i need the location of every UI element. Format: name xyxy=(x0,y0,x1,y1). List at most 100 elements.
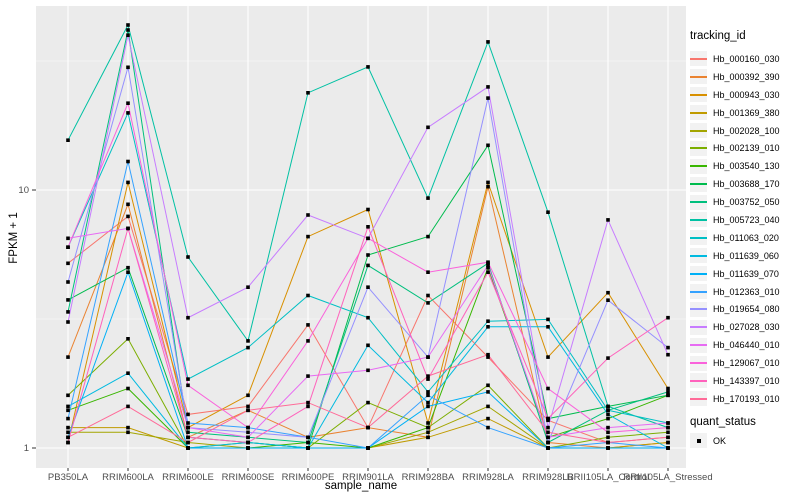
data-point xyxy=(546,425,550,430)
data-point xyxy=(186,446,190,450)
legend-item-quant-OK: OK xyxy=(690,432,800,450)
data-point xyxy=(246,425,250,430)
data-point xyxy=(246,393,250,398)
legend-label: Hb_002139_010 xyxy=(713,143,780,154)
legend-item-Hb_170193_010: Hb_170193_010 xyxy=(690,390,800,408)
data-point xyxy=(426,425,430,430)
x-tick-label: RRIM901LA xyxy=(342,472,394,483)
legend-key xyxy=(690,194,707,210)
legend-key-line xyxy=(690,165,707,168)
legend-label: Hb_011639_070 xyxy=(713,268,779,279)
data-point xyxy=(486,425,490,430)
legend-key xyxy=(690,212,707,228)
data-point xyxy=(66,320,70,324)
data-point xyxy=(486,40,490,44)
data-point xyxy=(426,125,430,130)
data-point xyxy=(666,440,670,445)
data-point xyxy=(486,184,490,189)
data-point xyxy=(126,404,130,409)
legend-key-line xyxy=(690,308,707,311)
legend-key-line xyxy=(690,218,707,221)
legend-item-Hb_002139_010: Hb_002139_010 xyxy=(690,139,800,157)
data-point xyxy=(666,421,670,425)
x-tick-label: RRIM928BA xyxy=(402,472,455,483)
data-point xyxy=(66,393,70,398)
data-point xyxy=(306,323,310,327)
legend-item-Hb_000943_030: Hb_000943_030 xyxy=(690,86,800,104)
legend-item-Hb_012363_010: Hb_012363_010 xyxy=(690,283,800,301)
legend-label: Hb_003688_170 xyxy=(713,179,780,190)
data-point xyxy=(366,65,370,69)
data-point xyxy=(186,421,190,425)
data-point xyxy=(186,255,190,259)
data-point xyxy=(306,339,310,343)
data-point xyxy=(486,143,490,148)
data-point xyxy=(546,416,550,421)
data-point xyxy=(666,390,670,394)
data-point xyxy=(366,400,370,405)
legend-item-Hb_011639_070: Hb_011639_070 xyxy=(690,265,800,283)
data-point xyxy=(486,355,490,359)
legend-key-line xyxy=(690,183,707,186)
data-point xyxy=(606,446,610,450)
data-point xyxy=(546,386,550,391)
data-point xyxy=(186,440,190,445)
data-point xyxy=(366,225,370,229)
legend-label: Hb_002028_100 xyxy=(713,125,780,136)
legend-label: Hb_011639_060 xyxy=(713,250,779,261)
data-point xyxy=(486,270,490,274)
legend-key-line xyxy=(690,272,707,275)
data-point xyxy=(66,236,70,241)
legend-key xyxy=(690,248,707,264)
data-point xyxy=(66,425,70,430)
data-point xyxy=(666,393,670,398)
data-point xyxy=(66,430,70,435)
legend-label: Hb_000160_030 xyxy=(713,53,780,64)
legend-key-line xyxy=(690,75,707,78)
legend-key xyxy=(690,123,707,138)
legend-key-line xyxy=(690,290,707,293)
legend-key xyxy=(690,319,707,335)
data-point xyxy=(66,404,70,409)
data-point xyxy=(246,345,250,350)
data-point xyxy=(306,404,310,409)
data-point xyxy=(66,245,70,249)
data-point xyxy=(126,202,130,207)
data-point xyxy=(246,430,250,435)
legend-title-tracking-id: tracking_id xyxy=(690,30,746,42)
x-tick-label: RRIM600LE xyxy=(162,472,214,483)
legend-label: Hb_170193_010 xyxy=(713,393,780,404)
data-point xyxy=(666,352,670,357)
data-point xyxy=(546,430,550,435)
legend-item-Hb_000160_030: Hb_000160_030 xyxy=(690,50,800,68)
data-point xyxy=(426,234,430,239)
data-point xyxy=(126,180,130,185)
legend: tracking_id Hb_000160_030 Hb_000392_390 Hb… xyxy=(690,30,800,450)
legend-label: Hb_046440_010 xyxy=(713,340,780,351)
data-point xyxy=(666,435,670,440)
data-point xyxy=(66,138,70,142)
x-tick-label: RRII105LA_Control xyxy=(567,472,649,483)
x-tick-label: RRIM928LA xyxy=(462,472,514,483)
y-tick-labels: 1 10 xyxy=(18,185,29,454)
data-point xyxy=(366,368,370,373)
legend-item-Hb_003540_130: Hb_003540_130 xyxy=(690,157,800,175)
legend-item-Hb_011063_020: Hb_011063_020 xyxy=(690,229,800,247)
y-tick-label: 10 xyxy=(18,185,29,196)
data-point xyxy=(606,290,610,295)
data-point xyxy=(606,218,610,222)
data-point xyxy=(666,315,670,320)
data-point xyxy=(126,159,130,164)
legend-key xyxy=(690,433,707,449)
legend-label: OK xyxy=(713,435,727,446)
legend-key xyxy=(690,51,707,67)
data-point xyxy=(126,386,130,391)
data-point xyxy=(126,337,130,341)
data-point xyxy=(486,325,490,329)
legend-label: Hb_003752_050 xyxy=(713,197,780,208)
data-point xyxy=(426,293,430,298)
legend-key-line xyxy=(690,344,707,347)
data-point xyxy=(606,440,610,445)
data-point xyxy=(126,425,130,430)
